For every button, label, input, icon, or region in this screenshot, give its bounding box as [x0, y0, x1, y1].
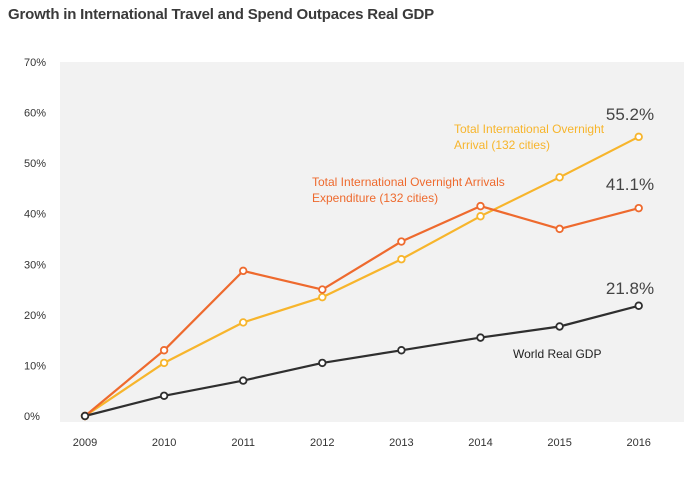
- y-tick-label: 40%: [24, 209, 46, 221]
- data-point: [318, 292, 327, 302]
- y-tick-label: 60%: [24, 108, 46, 120]
- x-tick-label: 2012: [310, 437, 334, 449]
- y-tick-label: 30%: [24, 259, 46, 271]
- x-tick-label: 2009: [73, 437, 97, 449]
- series-line-1: [84, 205, 639, 417]
- series-label: Total International Overnight: [454, 122, 605, 136]
- end-value-label: 21.8%: [606, 279, 654, 298]
- y-tick-label: 20%: [24, 310, 46, 322]
- series-lines: [84, 135, 640, 418]
- x-tick-label: 2011: [231, 437, 255, 449]
- data-point: [555, 322, 564, 331]
- x-tick-label: 2015: [547, 437, 571, 449]
- x-tick-label: 2010: [152, 437, 176, 449]
- data-point: [159, 358, 169, 368]
- data-point: [318, 285, 327, 294]
- data-point: [397, 237, 406, 246]
- series-line-2: [84, 304, 639, 418]
- data-point: [397, 255, 406, 264]
- plot-area: [60, 62, 684, 422]
- data-point: [634, 203, 643, 213]
- data-point: [476, 212, 485, 221]
- data-point: [476, 333, 485, 342]
- x-tick-label: 2016: [626, 437, 650, 449]
- x-axis: 2009 2010 2011 2012 2013 2014 2015 2016: [73, 437, 651, 449]
- data-point: [318, 358, 327, 368]
- chart-title: Growth in International Travel and Spend…: [8, 6, 434, 23]
- data-point: [555, 173, 564, 182]
- data-point: [476, 201, 485, 211]
- data-point: [634, 132, 643, 142]
- end-value-label: 41.1%: [606, 175, 654, 194]
- y-axis: 0% 10% 20% 30% 40% 50% 60% 70%: [24, 57, 46, 423]
- series-line-0: [84, 135, 640, 417]
- series-points: [80, 132, 643, 421]
- y-tick-label: 10%: [24, 360, 46, 372]
- data-point: [80, 411, 90, 421]
- data-point: [159, 346, 169, 355]
- data-point: [238, 376, 248, 385]
- data-point: [397, 346, 406, 355]
- y-tick-label: 0%: [24, 411, 40, 423]
- y-tick-label: 50%: [24, 158, 46, 170]
- x-tick-label: 2014: [468, 437, 492, 449]
- data-point: [238, 318, 248, 327]
- data-point: [634, 301, 643, 310]
- series-label: Expenditure (132 cities): [312, 191, 438, 205]
- end-value-label: 55.2%: [606, 105, 654, 124]
- data-point: [159, 391, 169, 400]
- series-label: World Real GDP: [513, 347, 601, 361]
- data-point: [238, 266, 248, 276]
- annotations: Total International Overnight Arrival (13…: [312, 105, 654, 361]
- x-tick-label: 2013: [389, 437, 413, 449]
- data-point: [555, 224, 564, 234]
- series-label: Arrival (132 cities): [454, 138, 550, 152]
- y-tick-label: 70%: [24, 57, 46, 69]
- series-label: Total International Overnight Arrivals: [312, 175, 505, 189]
